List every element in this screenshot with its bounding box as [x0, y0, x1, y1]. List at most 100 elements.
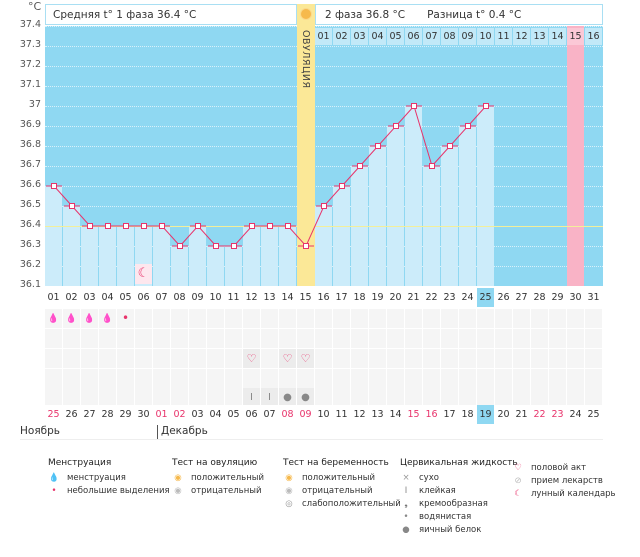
- row-cell[interactable]: [81, 329, 98, 348]
- row-cell[interactable]: [207, 369, 224, 388]
- row-cell[interactable]: [567, 369, 584, 388]
- row-cell[interactable]: [531, 329, 548, 348]
- row-cell[interactable]: [279, 369, 296, 388]
- row-cell[interactable]: [243, 309, 260, 328]
- cycle-day[interactable]: 08: [171, 288, 188, 307]
- calendar-date[interactable]: 25: [585, 405, 602, 424]
- day-column[interactable]: [279, 26, 296, 286]
- row-cell[interactable]: [189, 309, 206, 328]
- row-cell[interactable]: [441, 309, 458, 328]
- row-cell[interactable]: [351, 369, 368, 388]
- row-cell[interactable]: [549, 369, 566, 388]
- row-cell[interactable]: [513, 349, 530, 368]
- row-cell[interactable]: [63, 369, 80, 388]
- row-cell[interactable]: [477, 329, 494, 348]
- calendar-date[interactable]: 01: [153, 405, 170, 424]
- calendar-date[interactable]: 23: [549, 405, 566, 424]
- row-cell[interactable]: [423, 309, 440, 328]
- cycle-day[interactable]: 28: [531, 288, 548, 307]
- row-cell[interactable]: [117, 349, 134, 368]
- row-cell[interactable]: [441, 329, 458, 348]
- cycle-day[interactable]: 27: [513, 288, 530, 307]
- temperature-point[interactable]: [393, 123, 399, 129]
- cycle-day[interactable]: 17: [333, 288, 350, 307]
- cycle-day[interactable]: 10: [207, 288, 224, 307]
- row-cell[interactable]: [423, 349, 440, 368]
- row-cell[interactable]: [477, 309, 494, 328]
- row-cell[interactable]: [567, 309, 584, 328]
- row-cell[interactable]: [495, 349, 512, 368]
- row-cell[interactable]: [549, 329, 566, 348]
- row-cell[interactable]: [63, 329, 80, 348]
- row-cell[interactable]: [81, 388, 98, 407]
- row-cell[interactable]: [135, 309, 152, 328]
- row-cell[interactable]: [351, 329, 368, 348]
- row-cell[interactable]: [225, 329, 242, 348]
- row-cell[interactable]: [513, 388, 530, 407]
- calendar-date[interactable]: 05: [225, 405, 242, 424]
- row-cell[interactable]: [441, 349, 458, 368]
- row-cell[interactable]: [261, 309, 278, 328]
- calendar-date[interactable]: 27: [81, 405, 98, 424]
- temperature-point[interactable]: [465, 123, 471, 129]
- row-cell[interactable]: [261, 329, 278, 348]
- cycle-day[interactable]: 06: [135, 288, 152, 307]
- row-cell[interactable]: ♡: [243, 349, 260, 368]
- row-cell[interactable]: [243, 369, 260, 388]
- row-cell[interactable]: [315, 349, 332, 368]
- row-cell[interactable]: [207, 309, 224, 328]
- row-cell[interactable]: [99, 349, 116, 368]
- temperature-point[interactable]: [123, 223, 129, 229]
- row-cell[interactable]: [387, 329, 404, 348]
- row-cell[interactable]: [423, 388, 440, 407]
- day-column[interactable]: 16: [585, 26, 602, 286]
- row-cell[interactable]: [207, 349, 224, 368]
- temperature-point[interactable]: [303, 243, 309, 249]
- day-column[interactable]: 15: [567, 26, 584, 286]
- day-column[interactable]: 10: [477, 26, 494, 286]
- row-cell[interactable]: [117, 329, 134, 348]
- day-column[interactable]: [189, 26, 206, 286]
- temperature-point[interactable]: [321, 203, 327, 209]
- row-cell[interactable]: [45, 349, 62, 368]
- row-cell[interactable]: [369, 369, 386, 388]
- row-cell[interactable]: [315, 309, 332, 328]
- row-cell[interactable]: [405, 349, 422, 368]
- row-cell[interactable]: [477, 349, 494, 368]
- temperature-point[interactable]: [267, 223, 273, 229]
- row-cell[interactable]: [207, 329, 224, 348]
- row-cell[interactable]: [405, 388, 422, 407]
- row-cell[interactable]: [315, 329, 332, 348]
- row-cell[interactable]: 💧: [45, 309, 62, 328]
- row-cell[interactable]: [243, 329, 260, 348]
- row-cell[interactable]: [153, 388, 170, 407]
- row-cell[interactable]: [315, 388, 332, 407]
- row-cell[interactable]: 💧: [81, 309, 98, 328]
- day-column[interactable]: [153, 26, 170, 286]
- row-cell[interactable]: [387, 388, 404, 407]
- row-cell[interactable]: [531, 349, 548, 368]
- row-cell[interactable]: [333, 349, 350, 368]
- temperature-point[interactable]: [375, 143, 381, 149]
- cycle-day[interactable]: 25: [477, 288, 494, 307]
- row-cell[interactable]: [459, 388, 476, 407]
- row-cell[interactable]: 💧: [63, 309, 80, 328]
- calendar-date[interactable]: 11: [333, 405, 350, 424]
- calendar-date[interactable]: 08: [279, 405, 296, 424]
- row-cell[interactable]: [45, 329, 62, 348]
- cycle-day[interactable]: 21: [405, 288, 422, 307]
- cycle-day[interactable]: 26: [495, 288, 512, 307]
- row-cell[interactable]: [387, 309, 404, 328]
- row-cell[interactable]: I: [261, 388, 278, 407]
- day-column[interactable]: 06: [405, 26, 422, 286]
- row-cell[interactable]: [549, 309, 566, 328]
- row-cell[interactable]: [585, 388, 602, 407]
- row-cell[interactable]: [513, 369, 530, 388]
- temperature-point[interactable]: [195, 223, 201, 229]
- row-cell[interactable]: [117, 388, 134, 407]
- row-cell[interactable]: [567, 388, 584, 407]
- row-cell[interactable]: [189, 349, 206, 368]
- row-cell[interactable]: [297, 329, 314, 348]
- day-column[interactable]: [81, 26, 98, 286]
- row-cell[interactable]: [585, 329, 602, 348]
